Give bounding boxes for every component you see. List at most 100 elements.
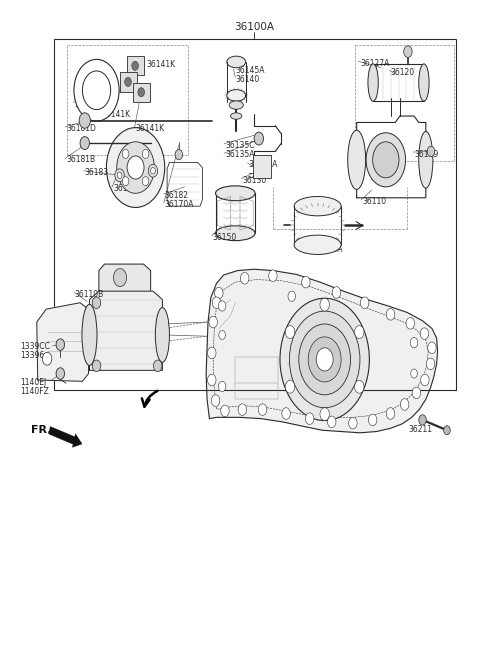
Circle shape: [218, 381, 226, 392]
Circle shape: [254, 132, 264, 145]
Circle shape: [301, 277, 310, 288]
Circle shape: [207, 374, 216, 386]
Ellipse shape: [227, 89, 246, 101]
Circle shape: [115, 169, 124, 182]
Circle shape: [285, 380, 295, 393]
Text: 13396: 13396: [20, 351, 44, 360]
Bar: [120, 72, 136, 91]
Text: 36110: 36110: [362, 196, 386, 206]
Circle shape: [400, 399, 409, 410]
Text: 36139: 36139: [74, 100, 99, 109]
Circle shape: [209, 316, 217, 328]
Ellipse shape: [82, 304, 97, 365]
Circle shape: [280, 298, 370, 420]
Text: 36182: 36182: [165, 191, 189, 200]
Text: 36110B: 36110B: [74, 290, 104, 299]
Bar: [127, 56, 144, 76]
Text: 36127A: 36127A: [360, 58, 389, 68]
Circle shape: [215, 287, 223, 299]
Circle shape: [288, 291, 296, 302]
Circle shape: [80, 137, 89, 150]
Text: 36100A: 36100A: [234, 22, 274, 32]
Circle shape: [211, 395, 220, 407]
Circle shape: [175, 150, 182, 160]
Circle shape: [269, 270, 277, 281]
Circle shape: [285, 326, 295, 338]
Text: 36170A: 36170A: [165, 200, 194, 210]
Circle shape: [320, 408, 329, 420]
Circle shape: [56, 339, 64, 350]
Circle shape: [56, 368, 64, 379]
Text: FR.: FR.: [31, 425, 51, 435]
Circle shape: [410, 338, 418, 348]
Polygon shape: [37, 303, 88, 381]
Ellipse shape: [216, 226, 255, 240]
Circle shape: [125, 78, 132, 87]
Circle shape: [142, 149, 149, 158]
Text: 36135A: 36135A: [225, 150, 254, 159]
Circle shape: [289, 311, 360, 408]
Text: 36130: 36130: [242, 176, 266, 185]
Circle shape: [369, 414, 377, 426]
Circle shape: [419, 415, 426, 425]
Circle shape: [151, 168, 156, 174]
Ellipse shape: [229, 101, 243, 109]
Ellipse shape: [227, 56, 246, 68]
Circle shape: [122, 177, 129, 186]
Circle shape: [148, 164, 157, 177]
Circle shape: [420, 374, 429, 386]
Text: 36135C: 36135C: [225, 141, 254, 150]
Circle shape: [386, 408, 395, 419]
Circle shape: [92, 297, 101, 309]
Text: 36146A: 36146A: [313, 245, 342, 254]
Text: 36145A: 36145A: [235, 66, 265, 76]
Circle shape: [218, 301, 226, 311]
Text: 36181B: 36181B: [66, 155, 95, 164]
Circle shape: [117, 142, 155, 193]
Ellipse shape: [419, 64, 429, 101]
Ellipse shape: [294, 235, 341, 254]
Circle shape: [107, 127, 165, 208]
Circle shape: [240, 273, 249, 284]
Circle shape: [420, 328, 429, 340]
Circle shape: [154, 360, 162, 372]
Circle shape: [127, 156, 144, 179]
Ellipse shape: [216, 186, 255, 201]
Text: 36140: 36140: [235, 76, 260, 85]
Circle shape: [411, 369, 417, 378]
Ellipse shape: [419, 131, 433, 188]
FancyArrow shape: [48, 426, 82, 447]
Polygon shape: [89, 291, 162, 371]
Circle shape: [142, 177, 149, 186]
Circle shape: [320, 298, 329, 311]
Circle shape: [122, 149, 129, 158]
Circle shape: [428, 342, 436, 353]
Circle shape: [207, 347, 216, 359]
Text: 36141K: 36141K: [101, 110, 131, 119]
Circle shape: [406, 317, 415, 329]
Bar: [133, 83, 150, 102]
Circle shape: [282, 408, 290, 419]
Ellipse shape: [348, 130, 366, 189]
Text: 36141K: 36141K: [146, 60, 175, 69]
Circle shape: [316, 348, 333, 371]
Text: 36131A: 36131A: [249, 160, 278, 170]
Circle shape: [404, 46, 412, 57]
Circle shape: [132, 61, 138, 70]
Circle shape: [219, 330, 226, 340]
Bar: [252, 154, 271, 178]
Circle shape: [412, 387, 420, 399]
Text: 1339CC: 1339CC: [20, 342, 50, 351]
Polygon shape: [206, 269, 438, 433]
Circle shape: [299, 324, 350, 395]
Circle shape: [113, 269, 127, 286]
Circle shape: [238, 404, 247, 415]
Circle shape: [308, 337, 341, 382]
Text: 36181D: 36181D: [66, 124, 96, 133]
Circle shape: [83, 71, 110, 110]
Ellipse shape: [294, 196, 341, 215]
Circle shape: [332, 286, 341, 298]
Circle shape: [427, 147, 435, 156]
Text: 1140FZ: 1140FZ: [20, 387, 49, 396]
Circle shape: [327, 416, 336, 428]
